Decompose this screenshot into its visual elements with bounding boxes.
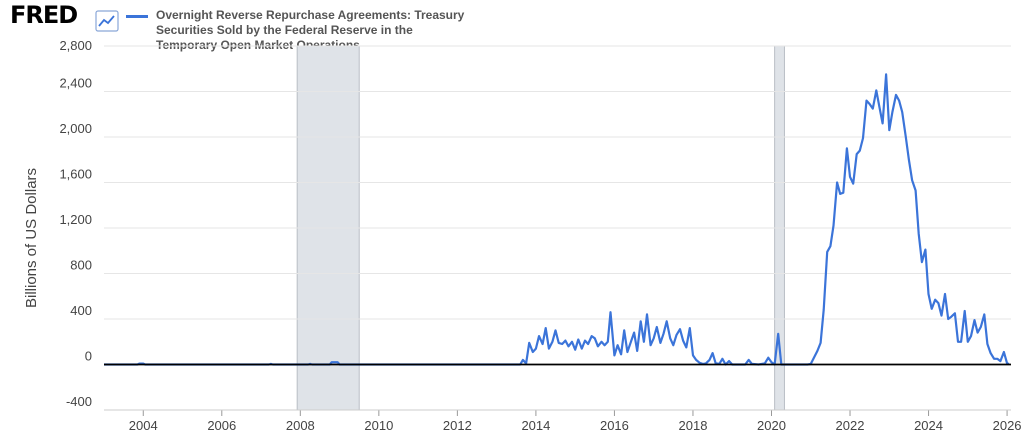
x-tick-label: 2022 <box>836 418 865 433</box>
y-tick-label: 1,200 <box>59 212 92 227</box>
y-tick-label: 400 <box>70 303 92 318</box>
line-chart-icon <box>95 10 119 32</box>
series-title-line: Securities Sold by the Federal Reserve i… <box>156 23 413 37</box>
x-tick-label: 2006 <box>207 418 236 433</box>
y-tick-label: 2,800 <box>59 38 92 53</box>
x-tick-label: 2014 <box>521 418 550 433</box>
y-tick-label: 1,600 <box>59 167 92 182</box>
y-tick-label: 0 <box>85 349 92 364</box>
x-tick-label: 2024 <box>914 418 943 433</box>
x-tick-label: 2010 <box>364 418 393 433</box>
y-tick-label: 2,400 <box>59 76 92 91</box>
x-tick-label: 2004 <box>129 418 158 433</box>
y-tick-label: -400 <box>66 394 92 409</box>
x-tick-label: 2012 <box>443 418 472 433</box>
y-axis-title: Billions of US Dollars <box>23 168 40 308</box>
x-tick-label: 2008 <box>286 418 315 433</box>
series-title-line: Overnight Reverse Repurchase Agreements:… <box>156 8 465 22</box>
y-tick-label: 2,000 <box>59 121 92 136</box>
x-tick-label: 2018 <box>679 418 708 433</box>
x-tick-label: 2016 <box>600 418 629 433</box>
y-tick-label: 800 <box>70 258 92 273</box>
x-tick-label: 2026 <box>993 418 1022 433</box>
x-tick-label: 2020 <box>757 418 786 433</box>
legend-swatch <box>126 15 148 18</box>
fred-logo[interactable]: FRED <box>10 1 78 29</box>
series-line <box>104 73 1010 366</box>
